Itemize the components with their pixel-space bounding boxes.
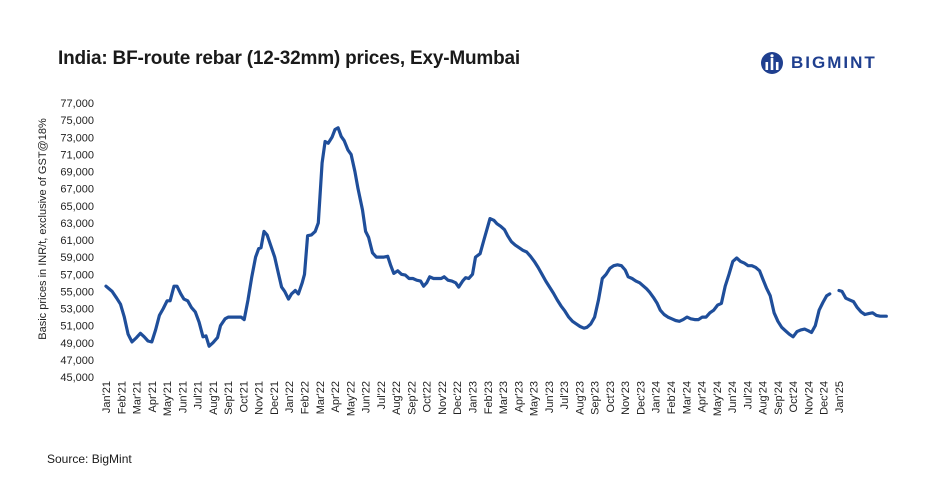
x-tick-label: May'24 [712,381,724,416]
y-tick-label: 61,000 [60,235,94,247]
y-axis-label: Basic prices in INR/t, exclusive of GST@… [37,118,49,340]
x-tick-label: Nov'23 [620,381,632,415]
x-tick-label: Sep'21 [223,381,235,415]
x-tick-label: Oct'22 [422,381,434,412]
x-tick-label: Jul'21 [193,381,205,409]
x-tick-label: Jun'22 [361,381,373,413]
x-tick-label: Dec'23 [635,381,647,415]
x-tick-label: Oct'23 [605,381,617,412]
series-line-group [104,126,888,348]
x-tick-label: Jul'24 [742,381,754,409]
x-tick-label: Aug'23 [574,381,586,415]
x-tick-label: Jun'21 [177,381,189,413]
x-tick-label: Sep'23 [590,381,602,415]
brand-name: BIGMINT [791,53,877,72]
y-tick-label: 65,000 [60,201,94,213]
x-tick-label: Feb'22 [300,381,312,414]
x-tick-label: Oct'21 [238,381,250,412]
series-line [104,126,832,348]
x-tick-label: Jun'23 [544,381,556,413]
x-tick-label: Apr'24 [697,381,709,412]
y-tick-label: 69,000 [60,167,94,179]
y-tick-label: 59,000 [60,252,94,264]
y-axis: 45,000 47,000 49,000 51,000 53,000 55,000 57,0… [60,98,94,384]
x-tick-label: Feb'24 [666,381,678,414]
x-tick-label: Mar'22 [315,381,327,414]
x-tick-label: Feb'21 [116,381,128,414]
x-tick-label: Jan'23 [467,381,479,413]
y-tick-label: 71,000 [60,149,94,161]
x-tick-label: Mar'23 [498,381,510,414]
source-note: Source: BigMint [47,452,132,466]
x-tick-label: Jan'24 [651,381,663,413]
x-tick-label: May'23 [529,381,541,416]
x-tick-label: Sep'24 [773,381,785,415]
x-tick-label: Jan'21 [101,381,113,413]
x-tick-label: May'22 [345,381,357,416]
x-tick-label: Dec'21 [269,381,281,415]
y-tick-label: 73,000 [60,132,94,144]
x-tick-label: Oct'24 [788,381,800,412]
x-tick-label: Aug'24 [758,381,770,415]
x-tick-label: Jan'25 [834,381,846,413]
x-tick-label: Nov'24 [803,381,815,415]
series-line [837,288,888,318]
x-tick-label: Feb'23 [483,381,495,414]
x-tick-label: Apr'22 [330,381,342,412]
x-tick-label: Jul'23 [559,381,571,409]
x-tick-label: Aug'22 [391,381,403,415]
y-tick-label: 45,000 [60,372,94,384]
y-tick-label: 57,000 [60,269,94,281]
y-tick-label: 55,000 [60,286,94,298]
y-tick-label: 75,000 [60,115,94,127]
x-tick-label: Jan'22 [284,381,296,413]
y-tick-label: 63,000 [60,218,94,230]
y-tick-label: 67,000 [60,184,94,196]
y-tick-label: 53,000 [60,304,94,316]
x-tick-label: Nov'21 [254,381,266,415]
x-tick-label: Nov'22 [437,381,449,415]
x-tick-label: Jul'22 [376,381,388,409]
x-tick-label: Jun'24 [727,381,739,413]
chart-title: India: BF-route rebar (12-32mm) prices, … [58,48,520,69]
y-tick-label: 49,000 [60,338,94,350]
brand-logo: BIGMINT [760,50,877,76]
x-tick-label: Apr'21 [147,381,159,412]
x-tick-label: Dec'24 [819,381,831,415]
x-tick-label: Apr'23 [513,381,525,412]
y-tick-label: 77,000 [60,98,94,110]
x-tick-label: Mar'24 [681,381,693,414]
y-tick-label: 47,000 [60,355,94,367]
x-tick-label: May'21 [162,381,174,416]
bigmint-logo-icon [761,52,783,74]
x-axis: Jan'21 Feb'21 Mar'21 Apr'21 May'21 Jun'21 Jul'… [101,381,846,416]
x-tick-label: Mar'21 [132,381,144,414]
x-tick-label: Dec'22 [452,381,464,415]
y-tick-label: 51,000 [60,321,94,333]
x-tick-label: Aug'21 [208,381,220,415]
x-tick-label: Sep'22 [406,381,418,415]
